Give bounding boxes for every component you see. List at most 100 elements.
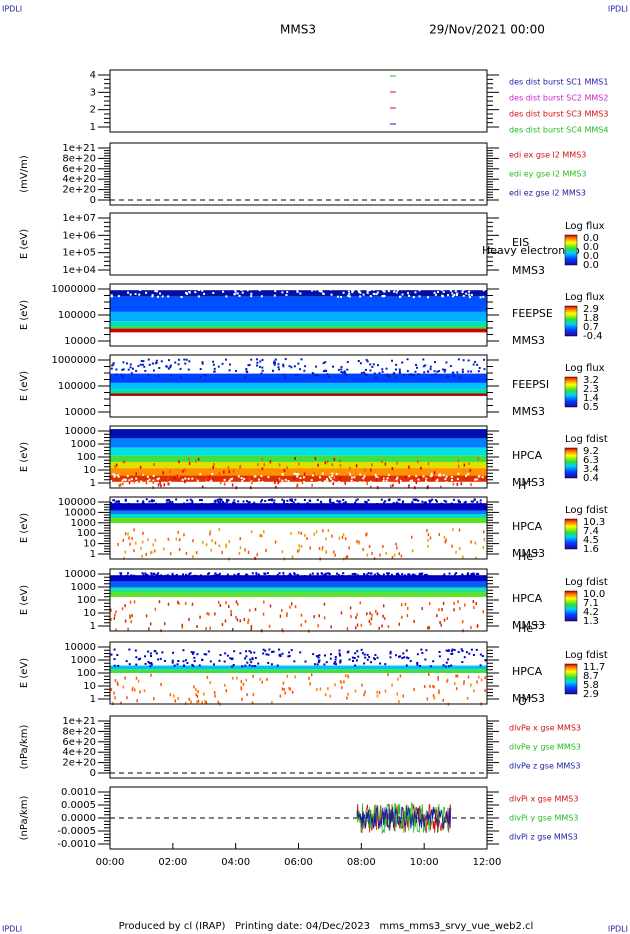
instrument-label: HPCA: [512, 592, 543, 605]
spectrogram-pixel: [209, 286, 212, 289]
colorbar: [564, 234, 578, 266]
spectrogram-pixel: [256, 553, 259, 557]
spectrogram-pixel: [303, 499, 306, 502]
spectrogram-pixel: [395, 654, 398, 657]
spectrogram-pixel: [386, 503, 389, 506]
spectrogram-pixel: [416, 653, 419, 656]
colorbar-label: 1.3: [583, 616, 599, 627]
spectrogram-pixel: [358, 481, 361, 484]
spectrogram-pixel: [169, 483, 172, 486]
spectrogram-pixel: [444, 478, 447, 481]
spectrogram-pixel: [155, 503, 158, 506]
spectrogram-pixel: [443, 499, 446, 502]
spectrogram-pixel: [396, 289, 399, 292]
y-tick-label: -0.0005: [57, 826, 96, 837]
spectrogram-pixel: [118, 502, 121, 505]
spectrogram-pixel: [290, 500, 293, 503]
spectrogram-pixel: [147, 373, 150, 376]
spectrogram-pixel: [153, 463, 155, 467]
spectrogram-pixel: [226, 654, 229, 657]
spectrogram-pixel: [422, 475, 425, 478]
spectrogram-pixel: [416, 661, 419, 664]
spectrogram-pixel: [395, 291, 398, 294]
spectrogram-pixel: [329, 498, 332, 501]
spectrogram-pixel: [130, 574, 133, 577]
spectrogram-pixel: [231, 676, 234, 680]
spectrogram-pixel: [225, 500, 228, 503]
spectrogram-pixel: [334, 658, 337, 661]
spectrogram-pixel: [285, 294, 288, 297]
spectrogram-pixel: [299, 368, 302, 371]
spectrogram-pixel: [366, 291, 369, 294]
spectrogram-pixel: [247, 501, 250, 504]
spectrogram-pixel: [248, 501, 251, 504]
spectrogram-pixel: [434, 373, 437, 376]
spectrogram-pixel: [327, 529, 330, 533]
spectrogram-pixel: [340, 485, 343, 488]
spectrogram-pixel: [379, 285, 382, 288]
spectrogram-pixel: [429, 475, 432, 478]
spectrogram-pixel: [255, 575, 258, 578]
spectrogram-pixel: [426, 697, 429, 701]
spectrogram-pixel: [264, 649, 267, 652]
spectrogram-pixel: [228, 480, 231, 483]
spectrogram-pixel: [431, 498, 434, 501]
spectrogram-pixel: [395, 363, 398, 366]
spectrogram-pixel: [169, 470, 171, 474]
spectrogram-pixel: [438, 689, 440, 693]
spectrogram-pixel: [376, 476, 379, 479]
spectrogram-pixel: [472, 653, 475, 656]
spectrogram-pixel: [110, 482, 113, 485]
spectrogram-pixel: [331, 480, 334, 483]
spectrogram-pixel: [121, 368, 124, 371]
spectrogram-pixel: [261, 369, 264, 372]
spectrogram-pixel: [288, 654, 291, 657]
spectrogram-pixel: [279, 655, 282, 658]
spectrogram-pixel: [460, 648, 463, 651]
spectrogram-pixel: [145, 552, 147, 556]
spectrogram-pixel: [170, 502, 173, 505]
spectrogram-pixel: [260, 500, 263, 503]
spectrogram-pixel: [329, 477, 332, 480]
spectrogram-pixel: [309, 546, 312, 550]
spectrogram-pixel: [253, 556, 256, 560]
spectrogram-pixel: [138, 479, 140, 483]
spectrogram-pixel: [150, 551, 152, 555]
spectrogram-pixel: [354, 652, 357, 655]
spectrogram-pixel: [128, 575, 131, 578]
spectrogram-pixel: [468, 284, 471, 287]
spectrogram-pixel: [157, 284, 160, 287]
spectrogram-pixel: [398, 622, 401, 626]
spectrogram-pixel: [162, 576, 165, 579]
spectrogram-pixel: [188, 697, 191, 701]
spectrogram-pixel: [332, 482, 335, 486]
x-tick-label: 12:00: [473, 857, 502, 868]
spectrogram-pixel: [135, 663, 138, 666]
spectrogram-pixel: [344, 481, 346, 485]
spectrogram-pixel: [419, 476, 422, 480]
spectrogram-pixel: [274, 361, 277, 364]
spectrogram-pixel: [250, 661, 253, 664]
spectrogram-pixel: [184, 477, 187, 480]
spectrogram-pixel: [332, 365, 335, 368]
spectrogram-pixel: [449, 482, 452, 485]
spectrogram-pixel: [389, 650, 392, 653]
spectrogram-pixel: [423, 371, 426, 374]
spectrogram-pixel: [306, 502, 309, 505]
spectrogram-pixel: [341, 371, 344, 374]
spectrogram-pixel: [218, 544, 221, 548]
spectrogram-pixel: [193, 656, 196, 659]
legend-entry: des dist burst SC4 MMS4: [509, 126, 608, 135]
spectrogram-pixel: [228, 470, 231, 474]
spectrogram-pixel: [398, 700, 400, 704]
spectrogram-pixel: [440, 502, 443, 505]
spectrogram-pixel: [286, 499, 289, 502]
spectrogram-pixel: [373, 657, 376, 660]
y-tick-label: 6e+20: [62, 164, 96, 175]
colorbar-label: 0.0: [583, 260, 599, 271]
spectrogram-pixel: [400, 603, 403, 607]
spectrogram-pixel: [208, 475, 211, 479]
spectrogram-pixel: [466, 473, 469, 476]
spectrogram-pixel: [206, 612, 208, 616]
spectrogram-pixel: [224, 619, 227, 623]
